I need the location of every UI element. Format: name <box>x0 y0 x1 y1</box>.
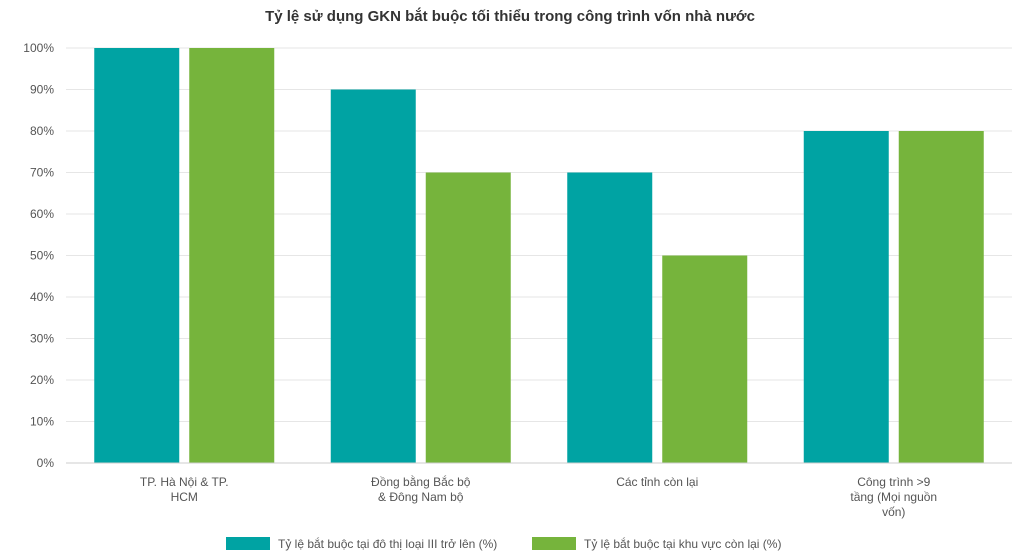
y-axis-ticks: 0% 10% 20% 30% 40% 50% 60% 70% 80% 90% 100% <box>23 41 54 470</box>
x-tick-label: Công trình >9 tầng (Mọi nguồn vốn) <box>850 475 937 519</box>
y-tick-label: 50% <box>30 249 54 263</box>
bar-1-2[interactable] <box>330 89 416 464</box>
bar-1-4[interactable] <box>803 131 889 463</box>
chart-title: Tỷ lệ sử dụng GKN bắt buộc tối thiểu tro… <box>265 7 755 25</box>
bar-2-3[interactable] <box>662 255 748 464</box>
y-tick-label: 30% <box>30 332 54 346</box>
x-tick-label: Đồng bằng Bắc bộ & Đông Nam bộ <box>371 474 471 504</box>
bar-1-3[interactable] <box>567 172 653 464</box>
y-tick-label: 0% <box>37 456 55 470</box>
y-tick-label: 60% <box>30 207 54 221</box>
y-tick-label: 20% <box>30 373 54 387</box>
legend-label[interactable]: Tỷ lệ bắt buộc tại khu vực còn lại (%) <box>584 536 781 551</box>
y-tick-label: 10% <box>30 415 54 429</box>
y-tick-label: 40% <box>30 290 54 304</box>
bar-1-1[interactable] <box>94 48 180 463</box>
y-tick-label: 100% <box>23 41 54 55</box>
y-tick-label: 80% <box>30 124 54 138</box>
legend-swatch[interactable] <box>532 537 576 550</box>
y-tick-label: 90% <box>30 83 54 97</box>
legend-label[interactable]: Tỷ lệ bắt buộc tại đô thị loại III trở l… <box>278 536 497 551</box>
legend-swatch[interactable] <box>226 537 270 550</box>
bar-2-1[interactable] <box>189 48 275 463</box>
x-tick-label: Các tỉnh còn lại <box>616 475 698 489</box>
x-axis-ticks: TP. Hà Nội & TP. HCM Đồng bằng Bắc bộ & Đôn… <box>140 474 937 519</box>
y-tick-label: 70% <box>30 166 54 180</box>
bars <box>94 48 984 463</box>
bar-2-4[interactable] <box>898 131 984 463</box>
legend: Tỷ lệ bắt buộc tại đô thị loại III trở l… <box>226 536 781 551</box>
x-tick-label: TP. Hà Nội & TP. HCM <box>140 475 229 504</box>
bar-2-2[interactable] <box>425 172 511 464</box>
